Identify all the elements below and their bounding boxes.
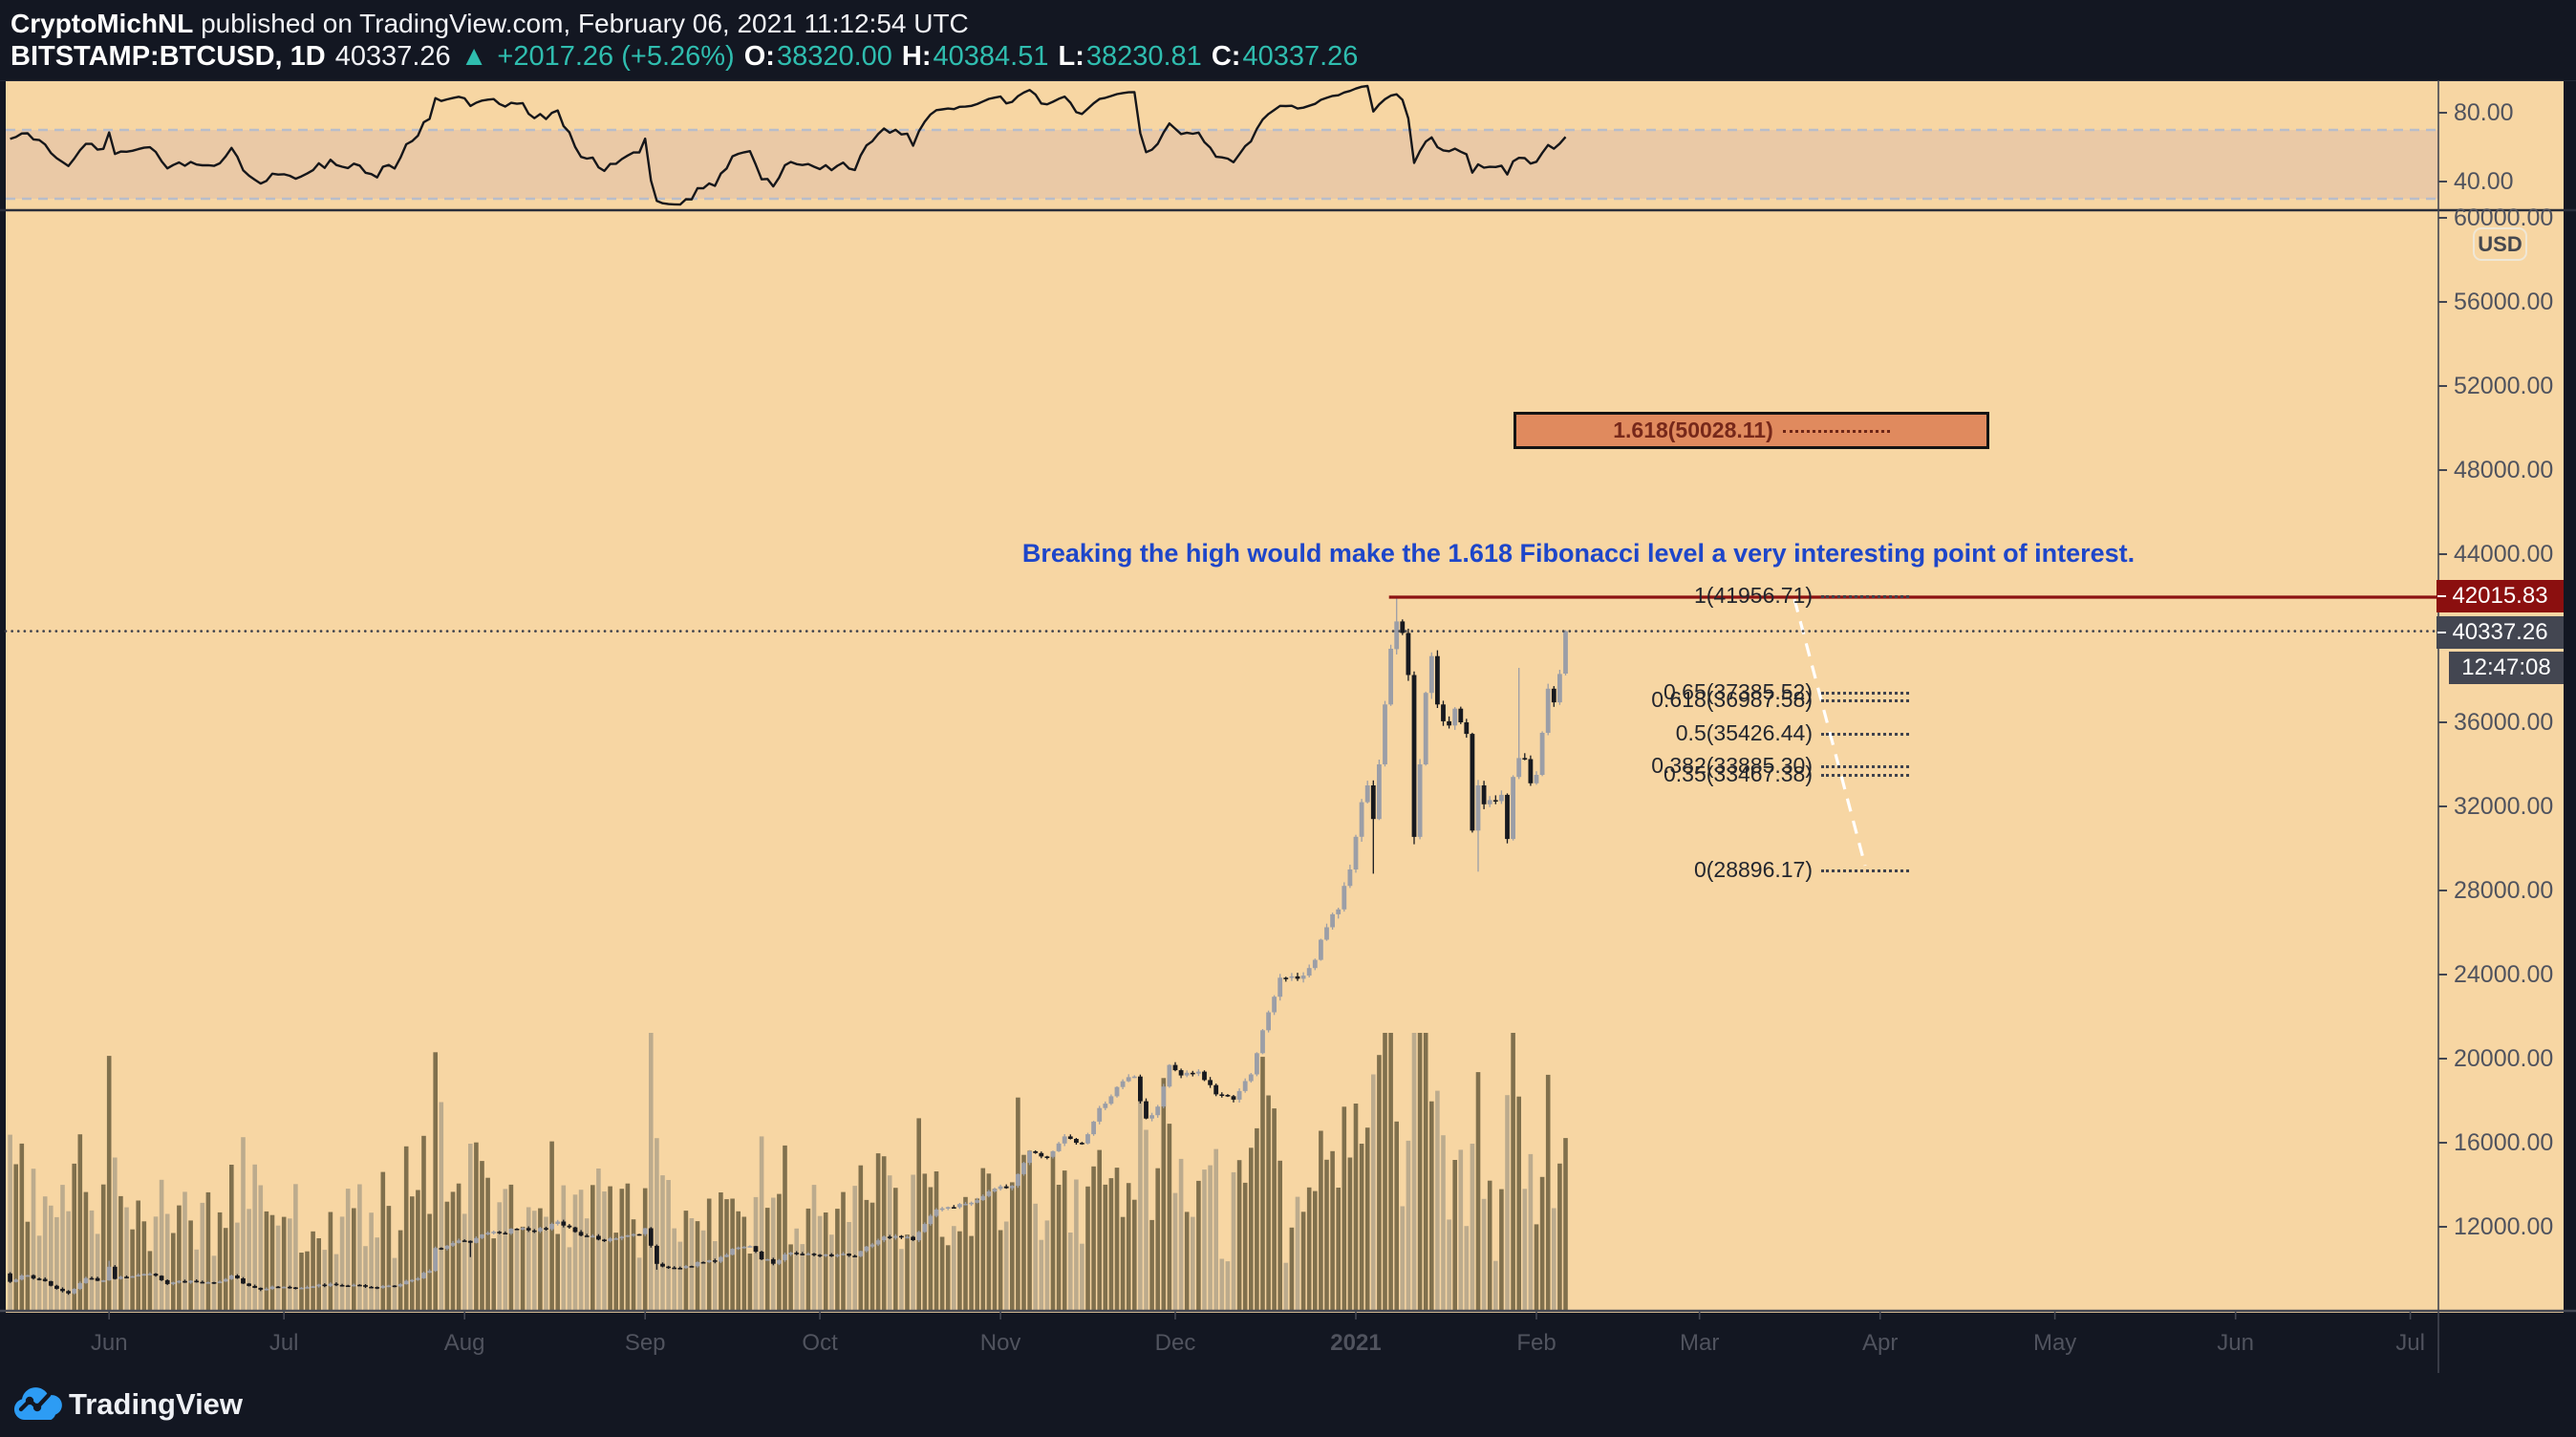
- open-label: O:: [743, 41, 775, 72]
- fib-box-dotted-line: [1782, 428, 1890, 434]
- time-axis-label: Aug: [443, 1330, 485, 1356]
- last-price-badge: 40337.26: [2436, 615, 2564, 649]
- right-margin: [2564, 80, 2576, 1313]
- fib-dotted-marker: [1821, 772, 1909, 777]
- price-tick-label: 12000.00: [2454, 1213, 2554, 1240]
- price-tick-label: 56000.00: [2454, 289, 2554, 315]
- price-tick-label: 60000.00: [2454, 204, 2554, 231]
- author-name: CryptoMichNL: [11, 9, 194, 38]
- rsi-tick-label: 80.00: [2454, 99, 2514, 126]
- price-tick-label: 16000.00: [2454, 1129, 2554, 1156]
- time-axis-label: 2021: [1330, 1330, 1382, 1356]
- price-tick-label: 48000.00: [2454, 457, 2554, 483]
- chart-annotation-text[interactable]: Breaking the high would make the 1.618 F…: [1021, 539, 2136, 568]
- close-value: 40337.26: [1242, 41, 1359, 72]
- usd-currency-button[interactable]: USD: [2473, 227, 2527, 261]
- price-tick-label: 52000.00: [2454, 373, 2554, 399]
- price-tick-label: 28000.00: [2454, 877, 2554, 904]
- fib-level-label: 0(28896.17): [1693, 857, 1813, 883]
- last-price: 40337.26: [334, 41, 451, 72]
- fib-level-0618[interactable]: 0.618(36987.58): [1651, 687, 1909, 713]
- rsi-tick-label: 40.00: [2454, 168, 2514, 195]
- up-arrow-icon: ▲: [460, 41, 488, 72]
- price-tick-label: 44000.00: [2454, 541, 2554, 568]
- fib-level-label: 0.35(33467.38): [1663, 761, 1813, 786]
- bar-countdown-badge: 12:47:08: [2449, 651, 2564, 684]
- fib-level-1[interactable]: 1(41956.71): [1694, 583, 1909, 609]
- time-axis-label: Dec: [1154, 1330, 1196, 1356]
- time-axis-label: Jul: [2395, 1330, 2425, 1356]
- price-tick-label: 36000.00: [2454, 709, 2554, 736]
- price-change: +2017.26 (+5.26%): [497, 41, 735, 72]
- time-axis-label: Oct: [802, 1330, 838, 1356]
- fib-dotted-marker: [1821, 593, 1909, 598]
- fib-level-035[interactable]: 0.35(33467.38): [1664, 761, 1909, 787]
- close-label: C:: [1211, 41, 1241, 72]
- low-value: 38230.81: [1085, 41, 1202, 72]
- time-axis-label: May: [2032, 1330, 2077, 1356]
- published-text: published on TradingView.com, February 0…: [193, 9, 969, 38]
- chart-canvas[interactable]: [0, 80, 2576, 1313]
- fib-extension-box[interactable]: 1.618(50028.11): [1513, 412, 1989, 450]
- fib-dotted-marker: [1821, 868, 1909, 873]
- tradingview-cloud-icon[interactable]: [11, 1383, 65, 1426]
- time-axis-label: Feb: [1516, 1330, 1556, 1356]
- fib-level-label: 0.618(36987.58): [1651, 687, 1813, 713]
- left-margin: [0, 80, 6, 1313]
- footer: TradingView: [0, 1373, 2576, 1437]
- price-tick-label: 20000.00: [2454, 1045, 2554, 1072]
- fib-dotted-marker: [1821, 731, 1909, 736]
- fib-level-label: 0.65(37385.52): [1663, 678, 1813, 704]
- fib-dotted-marker: [1821, 690, 1909, 695]
- low-label: L:: [1058, 41, 1084, 72]
- fib-level-05[interactable]: 0.5(35426.44): [1676, 720, 1909, 746]
- fib-level-label: 0.5(35426.44): [1675, 719, 1813, 745]
- fib-dotted-marker: [1821, 763, 1909, 768]
- high-label: H:: [901, 41, 932, 72]
- time-axis-label: Jun: [2217, 1330, 2254, 1356]
- fib-level-0382[interactable]: 0.382(33885.30): [1651, 753, 1909, 779]
- fib-level-0[interactable]: 0(28896.17): [1694, 857, 1909, 883]
- published-line: CryptoMichNL published on TradingView.co…: [11, 9, 969, 39]
- price-tick-label: 32000.00: [2454, 793, 2554, 820]
- time-axis-label: Apr: [1862, 1330, 1899, 1356]
- price-tick-label: 24000.00: [2454, 961, 2554, 988]
- brand-name[interactable]: TradingView: [69, 1387, 244, 1421]
- open-value: 38320.00: [776, 41, 892, 72]
- fib-level-065[interactable]: 0.65(37385.52): [1664, 679, 1909, 705]
- fib-price-badge: 42015.83: [2436, 579, 2564, 612]
- time-axis-label: Jul: [268, 1330, 299, 1356]
- fib-dotted-marker: [1821, 697, 1909, 703]
- time-axis-label: Sep: [624, 1330, 666, 1356]
- symbol-line: BITSTAMP:BTCUSD, 1D 40337.26 ▲ +2017.26 …: [11, 41, 1358, 73]
- time-axis-label: Jun: [90, 1330, 128, 1356]
- fib-level-label: 1(41956.71): [1693, 582, 1813, 608]
- fib-level-label: 0.382(33885.30): [1651, 752, 1813, 778]
- time-axis-label: Mar: [1680, 1330, 1720, 1356]
- fib-box-label: 1.618(50028.11): [1613, 418, 1773, 443]
- header: CryptoMichNL published on TradingView.co…: [0, 0, 2576, 80]
- high-value: 40384.51: [933, 41, 1049, 72]
- symbol-title[interactable]: BITSTAMP:BTCUSD, 1D: [11, 41, 326, 72]
- time-axis-label: Nov: [979, 1330, 1021, 1356]
